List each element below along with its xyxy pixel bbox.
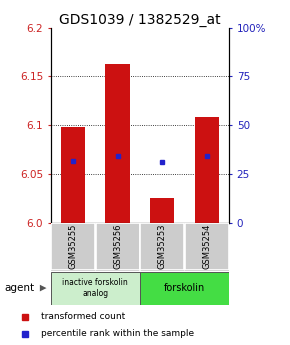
Text: percentile rank within the sample: percentile rank within the sample bbox=[41, 329, 194, 338]
Bar bbox=[195, 117, 219, 223]
Title: GDS1039 / 1382529_at: GDS1039 / 1382529_at bbox=[59, 12, 221, 27]
Text: inactive forskolin
analog: inactive forskolin analog bbox=[62, 278, 128, 298]
FancyBboxPatch shape bbox=[185, 224, 229, 270]
Text: forskolin: forskolin bbox=[164, 283, 205, 293]
Text: GSM35253: GSM35253 bbox=[158, 224, 167, 269]
Bar bbox=[105, 64, 130, 223]
Text: GSM35256: GSM35256 bbox=[113, 224, 122, 269]
Bar bbox=[61, 127, 85, 223]
FancyBboxPatch shape bbox=[140, 224, 184, 270]
Text: agent: agent bbox=[4, 283, 35, 293]
FancyBboxPatch shape bbox=[140, 272, 229, 305]
FancyBboxPatch shape bbox=[51, 224, 95, 270]
Text: GSM35255: GSM35255 bbox=[68, 224, 77, 269]
Text: GSM35254: GSM35254 bbox=[202, 224, 211, 269]
Bar bbox=[150, 198, 175, 223]
FancyBboxPatch shape bbox=[96, 224, 140, 270]
Text: transformed count: transformed count bbox=[41, 313, 126, 322]
FancyBboxPatch shape bbox=[51, 272, 140, 305]
